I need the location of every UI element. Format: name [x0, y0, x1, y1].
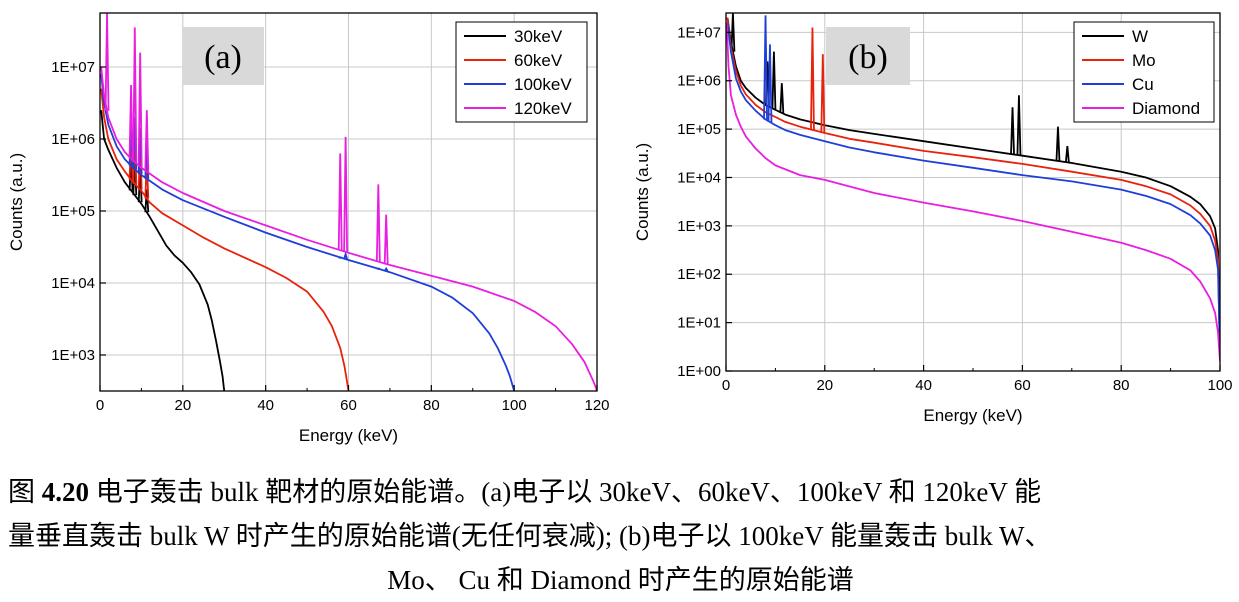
figure-caption: 图 4.20 电子轰击 bulk 靶材的原始能谱。(a)电子以 30keV、60…: [8, 470, 1233, 602]
series-line-100keV: [100, 74, 516, 391]
series-line-Mo: [726, 17, 1220, 357]
series-line-Diamond: [726, 22, 1220, 362]
series-peak-Cu: [763, 15, 768, 120]
y-tick-label: 1E+01: [677, 315, 721, 332]
legend-box: [1073, 21, 1215, 123]
y-tick-label: 1E+02: [677, 266, 721, 283]
series-peak-120keV: [337, 153, 343, 251]
series-group: [100, 13, 597, 391]
series-peak-Cu: [767, 44, 773, 123]
legend: W Mo Cu Diamond: [1073, 21, 1215, 123]
legend: 30keV 60keV 100keV 120keV: [455, 21, 588, 123]
series-peak-W: [1010, 107, 1015, 155]
caption-line3: Mo、 Cu 和 Diamond 时产生的原始能谱: [387, 565, 854, 595]
series-peak-W: [1016, 95, 1022, 156]
series-peak-120keV: [132, 27, 138, 163]
x-tick-label: 20: [174, 397, 191, 414]
series-peak-120keV: [383, 214, 389, 264]
legend-label-W: W: [1132, 27, 1148, 46]
x-tick-label: 0: [96, 397, 104, 414]
y-tick-label: 1E+07: [677, 24, 721, 41]
caption-line1: 电子轰击 bulk 靶材的原始能谱。(a)电子以 30keV、60keV、100…: [95, 477, 1042, 507]
series-peak-W: [1055, 126, 1061, 161]
legend-label-60keV: 60keV: [514, 51, 563, 70]
series-peak-30keV: [144, 189, 150, 213]
x-tick-label: 100: [502, 397, 527, 414]
series-peak-W: [771, 51, 777, 110]
legend-label-Diamond: Diamond: [1132, 99, 1200, 118]
series-peak-W: [1064, 145, 1070, 163]
panel-tag-label: (a): [204, 39, 242, 76]
series-line-60keV: [100, 88, 350, 391]
panel-tag-label: (b): [848, 39, 888, 76]
x-tick-label: 20: [816, 377, 833, 394]
series-peak-100keV: [383, 266, 389, 272]
y-tick-label: 1E+07: [51, 59, 95, 76]
y-axis-label: Counts (a.u.): [7, 153, 26, 251]
y-tick-label: 1E+00: [677, 363, 721, 380]
x-tick-label: 80: [1113, 377, 1130, 394]
series-peak-120keV: [104, 13, 110, 111]
series-peak-120keV: [343, 136, 349, 252]
chart-panel-a: (a) 0 20 40 60 80 100 120 1E+03 1E+04 1E+05 1E+06 1E…: [7, 12, 610, 445]
series-line-120keV: [100, 66, 597, 391]
series-peak-120keV: [375, 184, 381, 262]
legend-label-100keV: 100keV: [514, 75, 572, 94]
series-group: [726, 13, 1220, 362]
series-peak-Mo: [820, 54, 826, 133]
y-tick-label: 1E+03: [51, 347, 95, 364]
legend-label-Mo: Mo: [1132, 51, 1156, 70]
y-tick-label: 1E+04: [51, 275, 95, 292]
legend-label-30keV: 30keV: [514, 27, 563, 46]
y-tick-label: 1E+05: [677, 121, 721, 138]
series-peak-120keV: [137, 52, 143, 167]
x-tick-label: 40: [915, 377, 932, 394]
y-tick-label: 1E+05: [51, 203, 95, 220]
x-axis-label: Energy (keV): [923, 406, 1022, 425]
series-peak-120keV: [144, 110, 150, 172]
series-peak-100keV: [343, 251, 348, 260]
figure: (a) 0 20 40 60 80 100 120 1E+03 1E+04 1E+05 1E+06 1E…: [7, 12, 1233, 445]
series-peak-W: [730, 13, 736, 52]
series-peak-120keV: [128, 84, 134, 159]
y-tick-label: 1E+06: [51, 131, 95, 148]
x-tick-label: 60: [340, 397, 357, 414]
chart-panel-b: (b) 0 20 40 60 80 100 1E+00 1E+01 1E+02 1E+03 1E+04…: [633, 12, 1233, 425]
y-tick-label: 1E+03: [677, 218, 721, 235]
series-peak-Mo: [810, 27, 815, 130]
series-peak-W: [779, 83, 785, 113]
series-line-Cu: [726, 22, 1220, 357]
x-tick-label: 80: [423, 397, 440, 414]
y-tick-label: 1E+06: [677, 73, 721, 90]
x-tick-label: 60: [1014, 377, 1031, 394]
x-axis-label: Energy (keV): [299, 426, 398, 445]
x-tick-label: 100: [1207, 377, 1232, 394]
caption-number: 4.20: [41, 477, 89, 507]
legend-label-120keV: 120keV: [514, 99, 572, 118]
caption-line2: 量垂直轰击 bulk W 时产生的原始能谱(无任何衰减); (b)电子以 100…: [8, 521, 1052, 551]
y-tick-label: 1E+04: [677, 169, 721, 186]
x-tick-label: 40: [257, 397, 274, 414]
series-line-30keV: [100, 110, 226, 391]
legend-label-Cu: Cu: [1132, 75, 1154, 94]
y-axis-label: Counts (a.u.): [633, 143, 652, 241]
x-tick-label: 0: [722, 377, 730, 394]
legend-box: [455, 21, 588, 123]
series-line-W: [726, 17, 1220, 357]
x-tick-label: 120: [584, 397, 609, 414]
panel-tag-box: [182, 27, 264, 85]
caption-label: 图: [8, 477, 35, 507]
panel-tag-box: [826, 27, 910, 85]
